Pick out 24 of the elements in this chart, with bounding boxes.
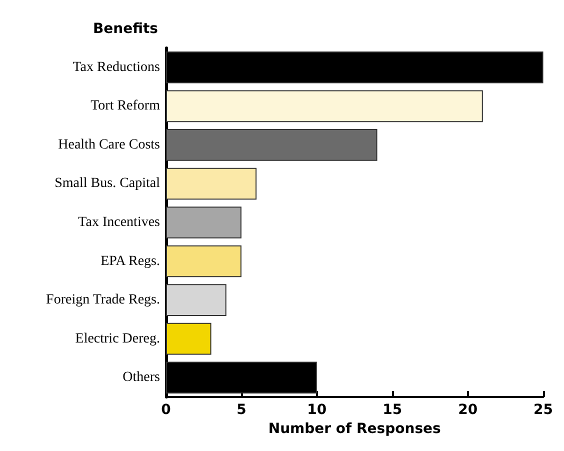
bar [166,284,226,316]
y-tick-label: Others [122,370,160,386]
y-tick-label: Tax Incentives [78,215,160,230]
x-tick-label: 0 [161,402,172,418]
bar [166,90,483,122]
y-tick-label: EPA Regs. [100,254,160,269]
bar [166,206,242,238]
y-tick-label: Foreign Trade Regs. [46,292,160,308]
x-tick-label: 15 [382,402,402,418]
x-tick-label: 25 [534,402,553,418]
y-tick-label: Tort Reform [90,98,160,114]
y-tick-label: Tax Reductions [72,60,160,75]
x-tick-label: 5 [236,402,246,418]
x-tick-label: 20 [458,402,478,418]
y-tick-label: Small Bus. Capital [54,176,160,192]
y-tick-label: Health Care Costs [58,137,160,152]
y-axis-title: Benefits [92,21,158,37]
x-tick-label: 10 [307,402,327,418]
x-axis-title: Number of Responses [268,420,441,437]
bar [166,245,242,278]
y-tick-label: Electric Dereg. [75,331,160,346]
bar [166,322,212,355]
bar [166,129,378,161]
bar [166,168,257,200]
